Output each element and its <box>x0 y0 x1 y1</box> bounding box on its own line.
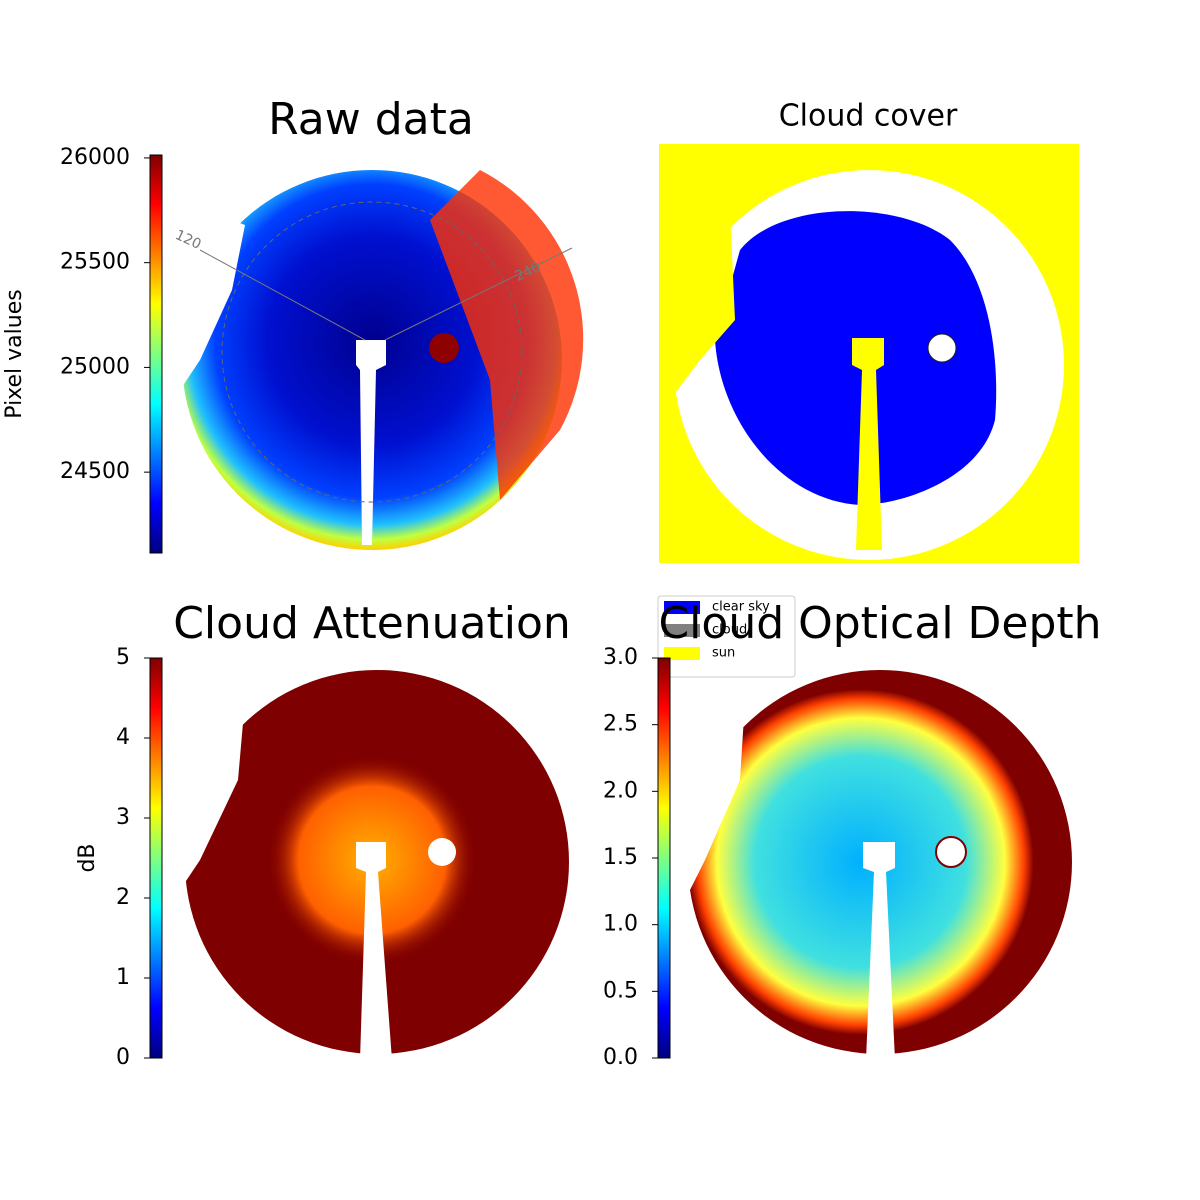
colorbar-label: Pixel values <box>2 289 27 418</box>
colorbar-tick-label: 0.5 <box>603 978 638 1003</box>
legend-swatch <box>664 624 700 637</box>
panel-title: Cloud cover <box>779 99 958 134</box>
legend-label: cloud <box>712 623 747 638</box>
colorbar-tick-label: 24500 <box>60 459 130 484</box>
panel-title: Raw data <box>268 94 474 145</box>
legend-label: sun <box>712 646 735 661</box>
colorbar-tick-label: 1.0 <box>603 912 638 937</box>
optical-depth-image <box>660 670 1072 1060</box>
colorbar-tick-label: 2 <box>116 885 130 910</box>
colorbar-tick-label: 1.5 <box>603 845 638 870</box>
colorbar-tick-label: 2.0 <box>603 778 638 803</box>
colorbar-tick-label: 25500 <box>60 250 130 275</box>
colorbar-label: dB <box>75 843 100 872</box>
colorbar-tick-label: 3 <box>116 805 130 830</box>
colorbar-tick-label: 0.0 <box>603 1045 638 1070</box>
attenuation-image <box>150 670 569 1060</box>
colorbar-tick-label: 4 <box>116 725 130 750</box>
panel-title: Cloud Attenuation <box>173 598 571 649</box>
colorbar <box>149 657 163 1059</box>
colorbar-tick-label: 2.5 <box>603 712 638 737</box>
legend-label: clear sky <box>712 600 770 615</box>
colorbar-tick-label: 5 <box>116 645 130 670</box>
panel-title: Cloud Optical Depth <box>658 598 1101 649</box>
cloud-cover-image <box>659 144 1079 563</box>
legend-swatch <box>664 647 700 660</box>
colorbar-tick-label: 1 <box>116 965 130 990</box>
raw-image <box>150 170 584 550</box>
colorbar-tick-label: 26000 <box>60 145 130 170</box>
colorbar <box>149 154 163 554</box>
colorbar-tick-label: 3.0 <box>603 645 638 670</box>
colorbar-tick-label: 0 <box>116 1045 130 1070</box>
legend-swatch <box>664 601 700 614</box>
colorbar-tick-label: 25000 <box>60 354 130 379</box>
colorbar <box>657 657 671 1059</box>
